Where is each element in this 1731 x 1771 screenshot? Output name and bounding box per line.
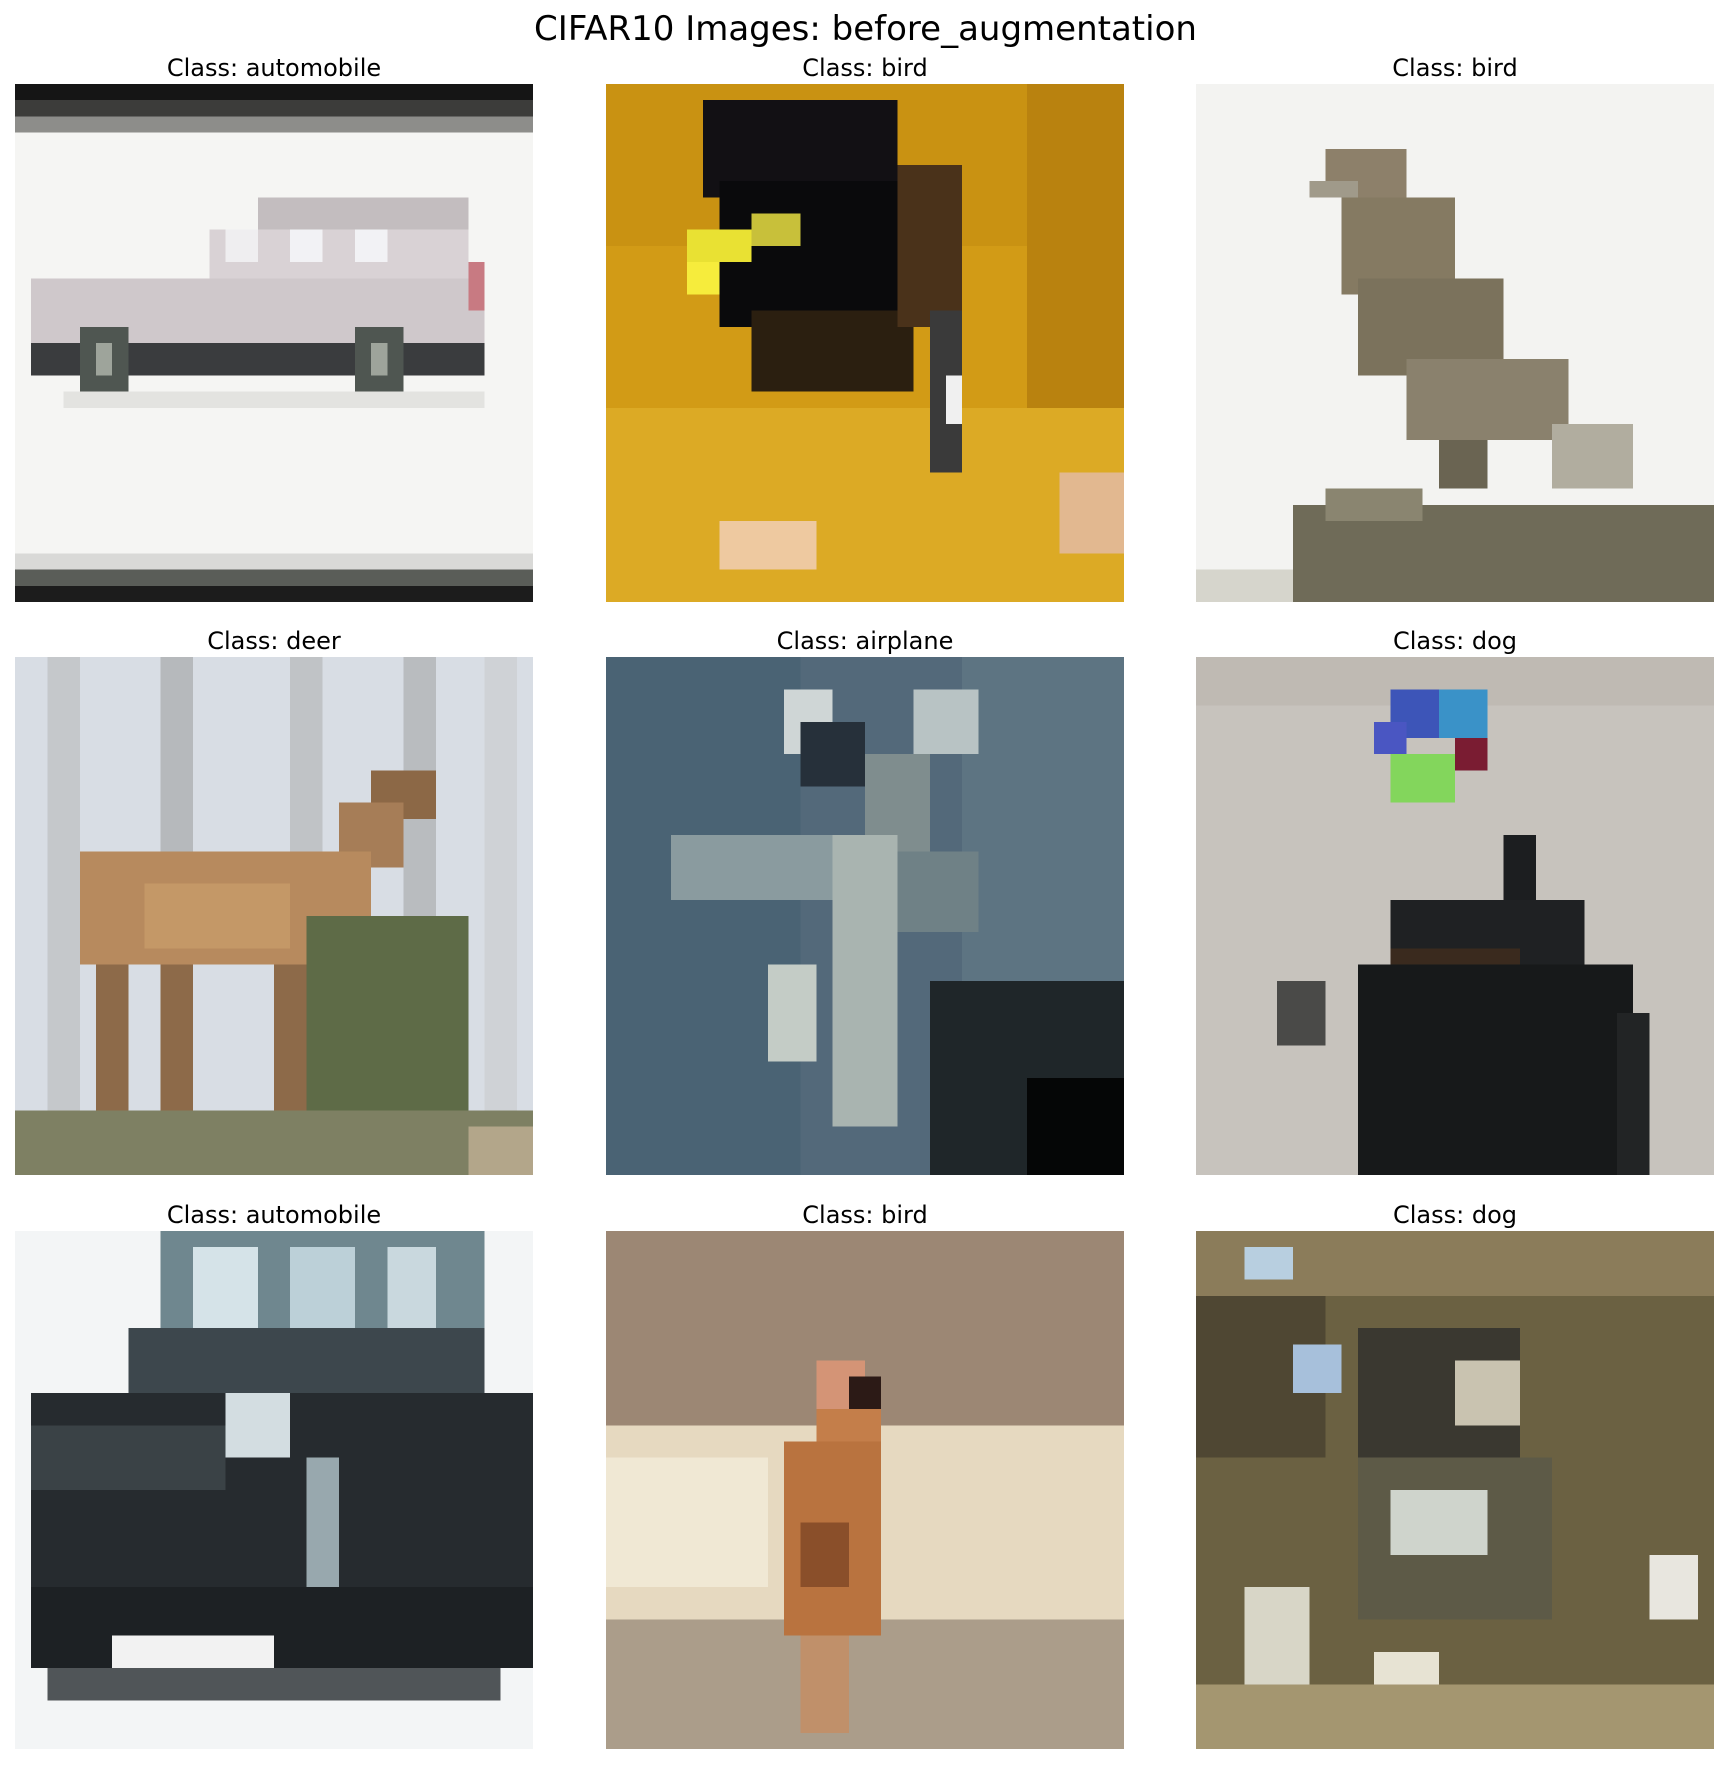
panel-title: Class: bird <box>802 1201 928 1229</box>
panel-title: Class: bird <box>802 54 928 82</box>
panel-title: Class: dog <box>1392 1201 1517 1229</box>
deer-image <box>15 657 533 1175</box>
panel-title: Class: deer <box>207 627 341 655</box>
panel-title: Class: bird <box>1392 54 1518 82</box>
airplane-image <box>606 657 1124 1175</box>
dog-image <box>1196 1231 1714 1749</box>
bird-image <box>606 1231 1124 1749</box>
figure-title: CIFAR10 Images: before_augmentation <box>534 9 1197 49</box>
bird-image <box>606 84 1124 602</box>
panel-title: Class: dog <box>1392 627 1517 655</box>
panel-title: Class: automobile <box>166 1201 382 1229</box>
panel-title: Class: airplane <box>776 627 954 655</box>
dog-image <box>1196 657 1714 1175</box>
bird-image <box>1196 84 1714 602</box>
car-image <box>15 84 533 602</box>
car-image <box>15 1231 533 1749</box>
panel-title: Class: automobile <box>166 54 382 82</box>
